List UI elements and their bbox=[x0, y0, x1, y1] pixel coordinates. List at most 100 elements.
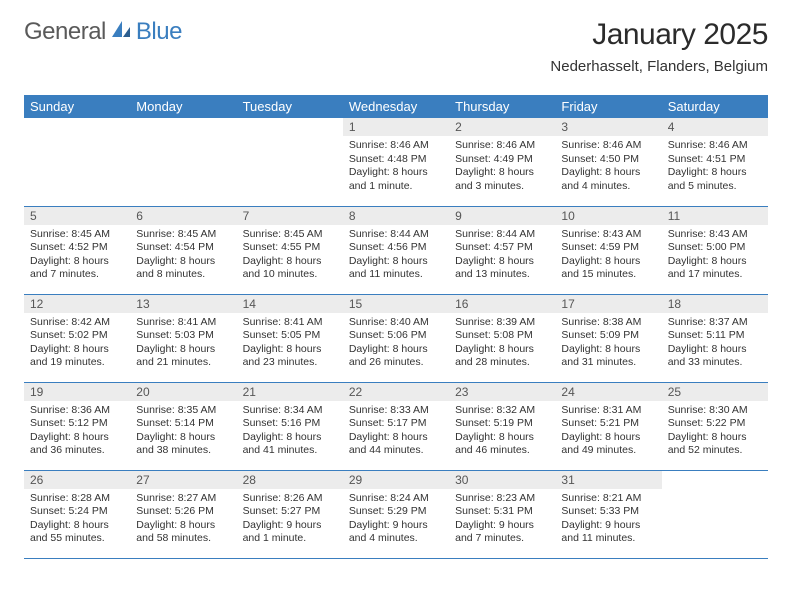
calendar-cell: 5Sunrise: 8:45 AMSunset: 4:52 PMDaylight… bbox=[24, 206, 130, 294]
calendar-cell: 23Sunrise: 8:32 AMSunset: 5:19 PMDayligh… bbox=[449, 382, 555, 470]
calendar-cell: 27Sunrise: 8:27 AMSunset: 5:26 PMDayligh… bbox=[130, 470, 236, 558]
cell-body: Sunrise: 8:31 AMSunset: 5:21 PMDaylight:… bbox=[555, 401, 661, 463]
cell-body: Sunrise: 8:43 AMSunset: 5:00 PMDaylight:… bbox=[662, 225, 768, 287]
cell-line: Daylight: 9 hours bbox=[243, 519, 337, 533]
cell-line: and 36 minutes. bbox=[30, 444, 124, 458]
cell-line: Sunrise: 8:31 AM bbox=[561, 404, 655, 418]
day-number: 21 bbox=[237, 383, 343, 401]
cell-body: Sunrise: 8:41 AMSunset: 5:05 PMDaylight:… bbox=[237, 313, 343, 375]
cell-line: Daylight: 8 hours bbox=[136, 343, 230, 357]
cell-line: Daylight: 8 hours bbox=[668, 343, 762, 357]
cell-line: Sunrise: 8:43 AM bbox=[561, 228, 655, 242]
cell-line: Sunset: 5:24 PM bbox=[30, 505, 124, 519]
cell-line: Sunset: 5:27 PM bbox=[243, 505, 337, 519]
cell-line: Sunset: 5:16 PM bbox=[243, 417, 337, 431]
cell-line: Sunrise: 8:38 AM bbox=[561, 316, 655, 330]
cell-line: Daylight: 8 hours bbox=[136, 255, 230, 269]
cell-line: Daylight: 8 hours bbox=[561, 431, 655, 445]
cell-line: and 13 minutes. bbox=[455, 268, 549, 282]
day-number: 25 bbox=[662, 383, 768, 401]
cell-body: Sunrise: 8:39 AMSunset: 5:08 PMDaylight:… bbox=[449, 313, 555, 375]
day-number: 29 bbox=[343, 471, 449, 489]
calendar-cell: 14Sunrise: 8:41 AMSunset: 5:05 PMDayligh… bbox=[237, 294, 343, 382]
cell-line: Daylight: 8 hours bbox=[30, 431, 124, 445]
cell-line: Sunset: 5:09 PM bbox=[561, 329, 655, 343]
calendar-header-row: Sunday Monday Tuesday Wednesday Thursday… bbox=[24, 95, 768, 118]
cell-line: and 38 minutes. bbox=[136, 444, 230, 458]
cell-line: Sunrise: 8:43 AM bbox=[668, 228, 762, 242]
cell-body: Sunrise: 8:37 AMSunset: 5:11 PMDaylight:… bbox=[662, 313, 768, 375]
calendar-row: 5Sunrise: 8:45 AMSunset: 4:52 PMDaylight… bbox=[24, 206, 768, 294]
calendar-cell: 9Sunrise: 8:44 AMSunset: 4:57 PMDaylight… bbox=[449, 206, 555, 294]
page-header: General Blue January 2025 Nederhasselt, … bbox=[24, 18, 768, 75]
calendar-cell: 8Sunrise: 8:44 AMSunset: 4:56 PMDaylight… bbox=[343, 206, 449, 294]
cell-line: Sunrise: 8:23 AM bbox=[455, 492, 549, 506]
calendar-row: 12Sunrise: 8:42 AMSunset: 5:02 PMDayligh… bbox=[24, 294, 768, 382]
calendar-cell: 25Sunrise: 8:30 AMSunset: 5:22 PMDayligh… bbox=[662, 382, 768, 470]
cell-line: and 11 minutes. bbox=[561, 532, 655, 546]
cell-line: Sunset: 5:06 PM bbox=[349, 329, 443, 343]
cell-line: Sunrise: 8:46 AM bbox=[455, 139, 549, 153]
day-number: 2 bbox=[449, 118, 555, 136]
cell-line: and 21 minutes. bbox=[136, 356, 230, 370]
calendar-cell: 2Sunrise: 8:46 AMSunset: 4:49 PMDaylight… bbox=[449, 118, 555, 206]
col-header: Wednesday bbox=[343, 95, 449, 118]
calendar-cell: 11Sunrise: 8:43 AMSunset: 5:00 PMDayligh… bbox=[662, 206, 768, 294]
cell-line: Sunset: 5:11 PM bbox=[668, 329, 762, 343]
cell-line: and 49 minutes. bbox=[561, 444, 655, 458]
cell-line: Sunset: 5:19 PM bbox=[455, 417, 549, 431]
calendar-cell bbox=[24, 118, 130, 206]
cell-line: Sunset: 4:48 PM bbox=[349, 153, 443, 167]
cell-line: Sunset: 5:29 PM bbox=[349, 505, 443, 519]
calendar-cell: 28Sunrise: 8:26 AMSunset: 5:27 PMDayligh… bbox=[237, 470, 343, 558]
cell-line: Sunset: 5:00 PM bbox=[668, 241, 762, 255]
day-number: 24 bbox=[555, 383, 661, 401]
cell-line: and 55 minutes. bbox=[30, 532, 124, 546]
cell-line: Sunrise: 8:34 AM bbox=[243, 404, 337, 418]
cell-line: Sunrise: 8:33 AM bbox=[349, 404, 443, 418]
cell-line: Sunset: 4:52 PM bbox=[30, 241, 124, 255]
cell-line: Sunrise: 8:35 AM bbox=[136, 404, 230, 418]
cell-line: Sunrise: 8:44 AM bbox=[349, 228, 443, 242]
cell-line: Sunrise: 8:36 AM bbox=[30, 404, 124, 418]
calendar-cell: 7Sunrise: 8:45 AMSunset: 4:55 PMDaylight… bbox=[237, 206, 343, 294]
cell-line: Sunset: 5:12 PM bbox=[30, 417, 124, 431]
cell-line: Daylight: 8 hours bbox=[136, 431, 230, 445]
cell-line: Sunset: 4:50 PM bbox=[561, 153, 655, 167]
cell-line: Sunrise: 8:26 AM bbox=[243, 492, 337, 506]
cell-line: and 15 minutes. bbox=[561, 268, 655, 282]
calendar-cell: 12Sunrise: 8:42 AMSunset: 5:02 PMDayligh… bbox=[24, 294, 130, 382]
cell-line: Sunset: 5:31 PM bbox=[455, 505, 549, 519]
cell-line: Daylight: 8 hours bbox=[30, 343, 124, 357]
cell-body: Sunrise: 8:43 AMSunset: 4:59 PMDaylight:… bbox=[555, 225, 661, 287]
calendar-cell: 26Sunrise: 8:28 AMSunset: 5:24 PMDayligh… bbox=[24, 470, 130, 558]
col-header: Thursday bbox=[449, 95, 555, 118]
cell-line: Sunrise: 8:24 AM bbox=[349, 492, 443, 506]
cell-body: Sunrise: 8:44 AMSunset: 4:57 PMDaylight:… bbox=[449, 225, 555, 287]
cell-line: Sunset: 4:49 PM bbox=[455, 153, 549, 167]
cell-line: Sunset: 5:33 PM bbox=[561, 505, 655, 519]
calendar-cell: 31Sunrise: 8:21 AMSunset: 5:33 PMDayligh… bbox=[555, 470, 661, 558]
calendar-cell: 19Sunrise: 8:36 AMSunset: 5:12 PMDayligh… bbox=[24, 382, 130, 470]
calendar-cell: 17Sunrise: 8:38 AMSunset: 5:09 PMDayligh… bbox=[555, 294, 661, 382]
cell-line: Sunrise: 8:45 AM bbox=[136, 228, 230, 242]
cell-line: Sunrise: 8:44 AM bbox=[455, 228, 549, 242]
cell-body: Sunrise: 8:38 AMSunset: 5:09 PMDaylight:… bbox=[555, 313, 661, 375]
day-number: 13 bbox=[130, 295, 236, 313]
cell-line: and 17 minutes. bbox=[668, 268, 762, 282]
calendar-cell: 20Sunrise: 8:35 AMSunset: 5:14 PMDayligh… bbox=[130, 382, 236, 470]
title-block: January 2025 Nederhasselt, Flanders, Bel… bbox=[550, 18, 768, 75]
cell-line: and 5 minutes. bbox=[668, 180, 762, 194]
day-number: 10 bbox=[555, 207, 661, 225]
cell-line: and 10 minutes. bbox=[243, 268, 337, 282]
cell-line: and 19 minutes. bbox=[30, 356, 124, 370]
cell-line: Sunrise: 8:46 AM bbox=[349, 139, 443, 153]
cell-line: Sunrise: 8:41 AM bbox=[243, 316, 337, 330]
cell-line: and 3 minutes. bbox=[455, 180, 549, 194]
day-number: 14 bbox=[237, 295, 343, 313]
cell-line: Sunset: 5:05 PM bbox=[243, 329, 337, 343]
cell-body: Sunrise: 8:46 AMSunset: 4:48 PMDaylight:… bbox=[343, 136, 449, 198]
cell-line: Daylight: 9 hours bbox=[561, 519, 655, 533]
cell-line: Daylight: 8 hours bbox=[243, 431, 337, 445]
cell-line: Sunset: 4:57 PM bbox=[455, 241, 549, 255]
